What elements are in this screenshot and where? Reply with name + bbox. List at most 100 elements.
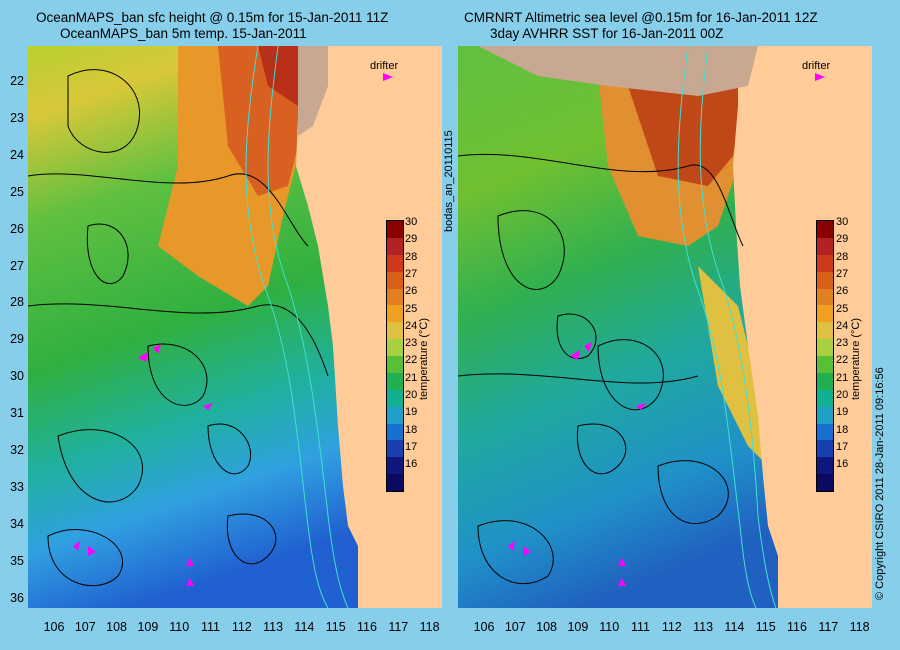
colorbar-segment	[817, 221, 833, 238]
colorbar-segment	[387, 339, 403, 356]
latitude-tick-label: 30	[10, 369, 24, 384]
longitude-tick-label: 117	[388, 620, 409, 634]
colorbar-segment	[387, 372, 403, 390]
colorbar-segment	[387, 457, 403, 475]
latitude-tick-label: 27	[10, 258, 24, 273]
isobaths	[245, 46, 349, 608]
sea-level-contours	[458, 153, 744, 585]
colorbar-tick-label: 29	[836, 233, 849, 246]
longitude-tick-label: 107	[504, 620, 526, 634]
colorbar-segment	[387, 406, 403, 424]
latitude-tick-label: 33	[10, 479, 24, 494]
latitude-tick-label: 29	[10, 332, 24, 347]
right-map	[458, 46, 872, 608]
longitude-tick-label: 114	[724, 620, 745, 634]
latitude-tick-label: 23	[10, 110, 24, 125]
colorbar-tick-label: 18	[836, 423, 849, 436]
longitude-tick-label: 113	[263, 620, 284, 634]
colorbar-tick-label: 21	[836, 371, 849, 384]
colorbar-tick-label: 26	[836, 285, 849, 298]
colorbar-tick-label: 21	[405, 371, 418, 384]
drifter-tracks	[508, 342, 646, 586]
right-drifter-legend-arrow	[815, 73, 825, 81]
colorbar-segment	[817, 389, 833, 407]
longitude-tick-label: 118	[849, 620, 870, 634]
colorbar-tick-label: 29	[405, 233, 418, 246]
colorbar-tick-label: 27	[836, 267, 849, 280]
left-drifter-legend-label: drifter	[370, 60, 399, 72]
longitude-tick-label: 110	[169, 620, 190, 634]
latitude-tick-label: 26	[10, 221, 24, 236]
longitude-tick-label: 107	[74, 620, 96, 634]
left-title-line1: OceanMAPS_ban sfc height @ 0.15m for 15-…	[36, 10, 389, 25]
right-title-line1: CMRNRT Altimetric sea level @0.15m for 1…	[464, 10, 818, 25]
colorbar-tick-label: 28	[405, 250, 418, 263]
right-colorbar	[816, 220, 834, 492]
isobaths	[677, 46, 777, 608]
colorbar-tick-label: 28	[836, 250, 849, 263]
longitude-tick-label: 108	[536, 620, 558, 634]
colorbar-segment	[817, 271, 833, 289]
colorbar-tick-label: 22	[405, 354, 418, 367]
colorbar-tick-label: 25	[405, 302, 418, 315]
colorbar-segment	[817, 474, 833, 491]
colorbar-segment	[387, 221, 403, 238]
colorbar-segment	[817, 406, 833, 424]
colorbar-segment	[817, 237, 833, 255]
longitude-tick-label: 118	[419, 620, 440, 634]
longitude-tick-label: 110	[599, 620, 620, 634]
left-map-panel	[28, 46, 442, 608]
latitude-tick-label: 24	[10, 147, 24, 162]
colorbar-tick-label: 26	[405, 285, 418, 298]
colorbar-segment	[817, 305, 833, 323]
colorbar-segment	[387, 474, 403, 491]
colorbar-segment	[387, 389, 403, 407]
colorbar-segment	[817, 288, 833, 306]
colorbar-segment	[387, 305, 403, 323]
longitude-tick-label: 112	[231, 620, 252, 634]
right-colorbar-title: temperature (°C)	[850, 317, 862, 400]
colorbar-tick-label: 30	[405, 216, 418, 228]
right-drifter-legend-label: drifter	[802, 60, 831, 72]
longitude-tick-label: 116	[787, 620, 807, 634]
colorbar-tick-label: 17	[836, 440, 849, 453]
colorbar-segment	[817, 356, 833, 373]
colorbar-segment	[387, 356, 403, 373]
colorbar-segment	[817, 339, 833, 356]
colorbar-segment	[817, 423, 833, 441]
colorbar-tick-label: 16	[405, 458, 418, 471]
colorbar-tick-label: 24	[836, 319, 849, 332]
drifter-tracks	[73, 344, 213, 586]
longitude-tick-label: 115	[755, 620, 776, 634]
colorbar-segment	[387, 288, 403, 306]
left-title-line2: OceanMAPS_ban 5m temp. 15-Jan-2011	[60, 26, 307, 41]
longitude-tick-label: 109	[137, 620, 159, 634]
colorbar-segment	[387, 237, 403, 255]
colorbar-tick-label: 24	[405, 319, 418, 332]
longitude-tick-label: 115	[325, 620, 346, 634]
latitude-tick-label: 31	[10, 406, 24, 421]
longitude-tick-label: 117	[818, 620, 839, 634]
colorbar-segment	[387, 322, 403, 340]
colorbar-tick-label: 19	[836, 406, 849, 419]
right-title-line2: 3day AVHRR SST for 16-Jan-2011 00Z	[490, 26, 724, 41]
longitude-tick-label: 108	[106, 620, 128, 634]
colorbar-segment	[817, 322, 833, 340]
sea-level-contours	[28, 69, 329, 587]
longitude-tick-label: 106	[473, 620, 495, 634]
latitude-tick-label: 35	[10, 553, 24, 568]
colorbar-tick-label: 16	[836, 458, 849, 471]
latitude-tick-label: 32	[10, 443, 24, 457]
right-map-panel	[458, 46, 872, 608]
left-colorbar-title: temperature (°C)	[418, 317, 430, 400]
longitude-tick-label: 114	[294, 620, 315, 634]
latitude-tick-label: 22	[10, 74, 24, 88]
land-mass	[296, 46, 442, 608]
colorbar-segment	[387, 271, 403, 289]
colorbar-tick-label: 25	[836, 302, 849, 315]
longitude-tick-label: 113	[693, 620, 714, 634]
colorbar-tick-label: 19	[405, 406, 418, 419]
colorbar-tick-label: 23	[836, 337, 849, 350]
colorbar-segment	[817, 440, 833, 458]
colorbar-tick-label: 22	[836, 354, 849, 367]
